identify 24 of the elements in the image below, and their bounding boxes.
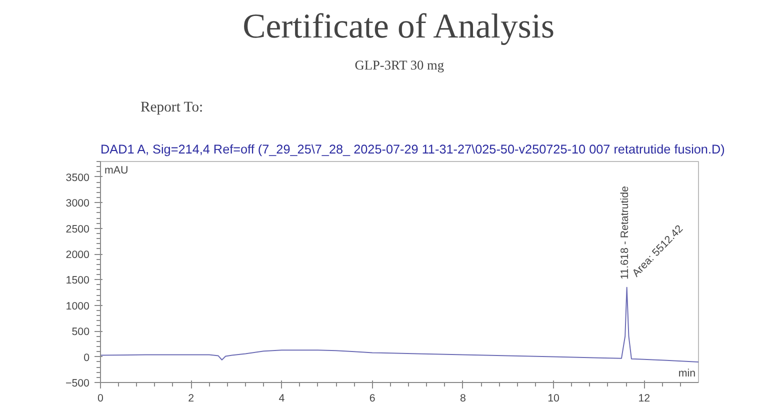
y-tick-label: 1000 bbox=[66, 300, 90, 312]
x-tick-label: 2 bbox=[188, 392, 194, 404]
y-tick-label: 500 bbox=[72, 326, 90, 338]
x-tick-label: 12 bbox=[638, 392, 650, 404]
x-tick-label: 0 bbox=[98, 392, 104, 404]
annotation: 11.618 - Retatrutide bbox=[618, 186, 631, 280]
y-tick-label: 2000 bbox=[66, 249, 90, 262]
y-axis-title: mAU bbox=[104, 164, 128, 176]
chart-subtitle: GLP-3RT 30 mg bbox=[354, 58, 444, 72]
text: DAD1 A, Sig=214,4 Ref=off (7_29_25\7_28_ 2025-07-29 11-31-27\025-50-v250725-10 007 retatrutide fusion.D) bbox=[100, 142, 725, 156]
x-tick-label: 6 bbox=[369, 392, 376, 404]
chart-title: Certificate of Analysis bbox=[242, 8, 554, 46]
y-tick-label: 1500 bbox=[66, 274, 90, 287]
line-series bbox=[100, 286, 698, 362]
x-tick-label: 8 bbox=[460, 392, 466, 404]
x-axis-title: min bbox=[678, 368, 696, 380]
y-tick-label: 3000 bbox=[66, 198, 90, 210]
text: Report To: bbox=[140, 100, 204, 116]
y-tick-label: 3500 bbox=[66, 172, 90, 184]
x-tick-label: 4 bbox=[278, 392, 285, 404]
y-tick-label: 2500 bbox=[66, 223, 90, 236]
y-tick-label: −500 bbox=[65, 378, 90, 390]
x-tick-label: 10 bbox=[548, 392, 560, 404]
y-tick-label: 0 bbox=[84, 352, 90, 364]
